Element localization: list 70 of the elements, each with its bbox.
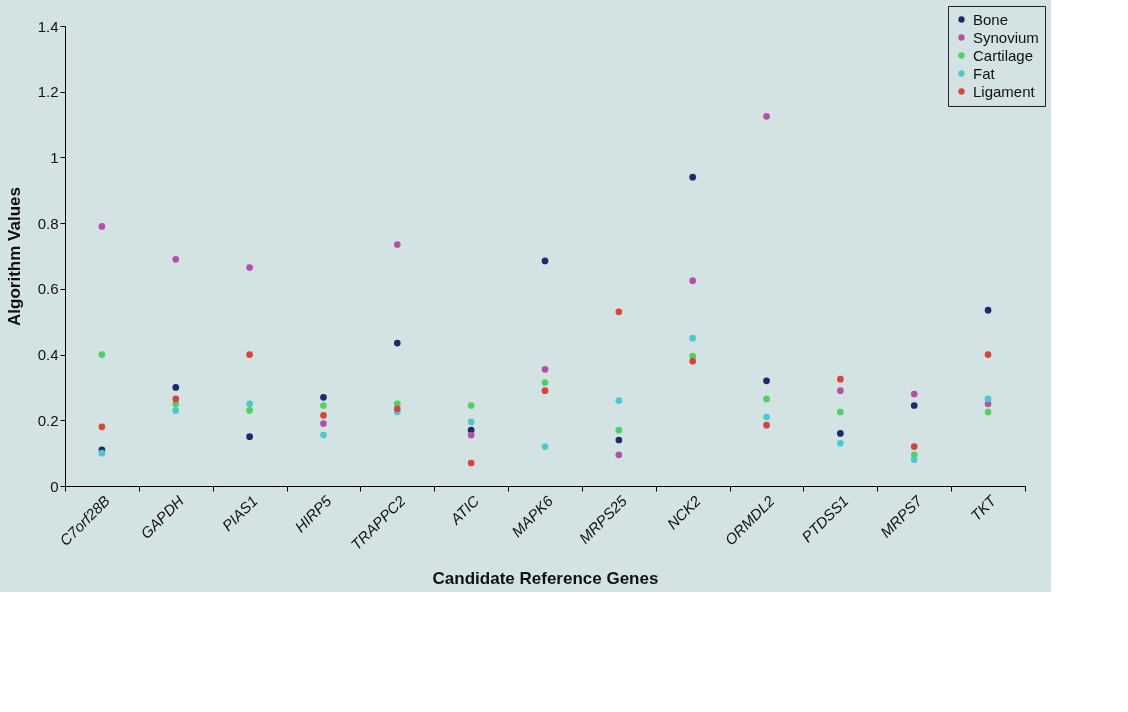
point bbox=[615, 436, 623, 444]
legend-label: Ligament bbox=[973, 82, 1036, 100]
point bbox=[763, 421, 770, 429]
point bbox=[98, 223, 106, 230]
point bbox=[837, 387, 844, 395]
point bbox=[615, 397, 623, 404]
point bbox=[615, 426, 623, 434]
point bbox=[910, 402, 918, 409]
point bbox=[320, 420, 327, 427]
point bbox=[320, 393, 327, 401]
point bbox=[541, 443, 549, 450]
point bbox=[689, 357, 697, 365]
point bbox=[689, 277, 697, 284]
point bbox=[98, 423, 106, 431]
legend-label: Cartilage bbox=[973, 46, 1034, 64]
point bbox=[541, 379, 549, 386]
point bbox=[172, 255, 180, 263]
point bbox=[689, 173, 697, 181]
point bbox=[246, 400, 253, 408]
point bbox=[984, 395, 992, 403]
point bbox=[837, 408, 844, 416]
point bbox=[763, 395, 770, 403]
point bbox=[246, 407, 253, 414]
point bbox=[541, 366, 549, 373]
point bbox=[98, 351, 106, 358]
point bbox=[910, 443, 918, 450]
y-tick-label: 1 bbox=[50, 148, 59, 166]
point bbox=[541, 387, 549, 395]
point bbox=[837, 439, 844, 447]
point bbox=[763, 377, 770, 385]
y-tick-label: 0.8 bbox=[37, 214, 59, 232]
x-axis-title: Candidate Reference Genes bbox=[432, 569, 659, 589]
point bbox=[172, 384, 180, 391]
y-tick-label: 1.2 bbox=[37, 83, 59, 101]
point bbox=[763, 413, 770, 421]
point bbox=[837, 375, 844, 383]
point bbox=[467, 431, 475, 439]
point bbox=[615, 308, 623, 316]
legend-label: Synovium bbox=[973, 28, 1039, 46]
y-tick-label: 1.4 bbox=[37, 17, 59, 35]
point bbox=[984, 351, 992, 358]
point bbox=[172, 407, 180, 414]
point bbox=[320, 402, 327, 409]
y-tick-label: 0 bbox=[50, 477, 59, 495]
point bbox=[910, 456, 918, 464]
point bbox=[984, 306, 992, 314]
point bbox=[541, 257, 549, 265]
point bbox=[320, 412, 327, 419]
point bbox=[172, 395, 180, 403]
y-tick-label: 0.4 bbox=[37, 346, 59, 364]
point bbox=[910, 390, 918, 398]
y-tick-label: 0.2 bbox=[37, 411, 59, 429]
point bbox=[320, 431, 327, 439]
point bbox=[467, 402, 475, 409]
point bbox=[246, 433, 253, 441]
point bbox=[246, 351, 253, 358]
point bbox=[246, 264, 253, 271]
point bbox=[984, 408, 992, 416]
point bbox=[837, 430, 844, 437]
legend-label: Bone bbox=[973, 10, 1009, 28]
legend-label: Fat bbox=[973, 64, 996, 82]
point bbox=[393, 339, 401, 347]
point bbox=[615, 451, 623, 459]
point bbox=[393, 241, 401, 248]
point bbox=[763, 113, 770, 120]
point bbox=[467, 459, 475, 467]
point bbox=[689, 334, 697, 342]
y-tick-label: 0.6 bbox=[37, 280, 59, 298]
point bbox=[467, 418, 475, 426]
y-axis-title: Algorithm Values bbox=[4, 187, 24, 326]
